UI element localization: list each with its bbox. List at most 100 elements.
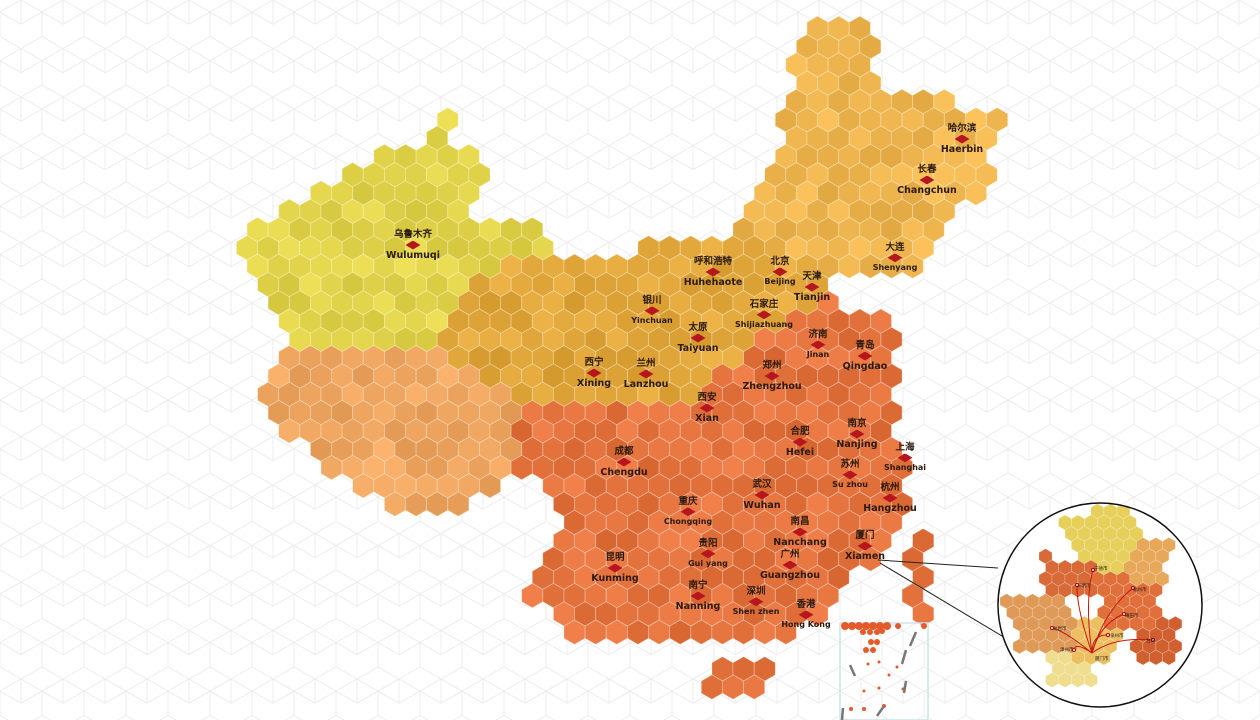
city-name-en: Haerbin: [940, 143, 984, 155]
city-marker-qingdao[interactable]: 青岛 Qingdao: [843, 341, 888, 371]
city-marker-kunming[interactable]: 昆明 Kunming: [591, 553, 638, 583]
city-name-en: Hangzhou: [863, 502, 917, 514]
city-marker-xiamen[interactable]: 厦门 Xiamen: [845, 531, 885, 561]
city-diamond-icon: [919, 175, 935, 185]
city-marker-shenzhen[interactable]: 深圳 Shen zhen: [733, 587, 780, 616]
city-marker-tianjin[interactable]: 天津 Tianjin: [794, 272, 830, 302]
city-name-zh: 西宁: [584, 357, 604, 368]
inset-label: 漳州市: [1060, 646, 1074, 653]
inset-city-dot: [1075, 583, 1079, 587]
city-marker-guiyang[interactable]: 贵阳 Gui yang: [688, 539, 728, 568]
inset-route-arc: [1091, 638, 1154, 654]
city-marker-dalian[interactable]: 大连 Shenyang: [873, 243, 918, 272]
city-diamond-icon: [857, 351, 873, 361]
city-diamond-icon: [690, 333, 706, 343]
city-marker-huhehaote[interactable]: 呼和浩特 Huhehaote: [684, 257, 743, 287]
city-marker-yinchuan[interactable]: 银川 Yinchuan: [631, 296, 672, 325]
city-diamond-icon: [857, 541, 873, 551]
city-name-en: Chengdu: [600, 466, 648, 478]
inset-hex-cell: [1084, 672, 1098, 688]
city-diamond-icon: [798, 610, 814, 620]
city-marker-nanchang[interactable]: 南昌 Nanchang: [773, 517, 827, 547]
city-marker-jinan[interactable]: 济南 Jinan: [807, 330, 830, 359]
city-name-en: Hefei: [785, 446, 815, 458]
city-diamond-icon: [607, 563, 623, 573]
inset-label: 龙岩市: [1053, 625, 1067, 632]
inset-city-dot: [1106, 633, 1110, 637]
city-name-en: Wulumuqi: [386, 249, 440, 261]
city-marker-hongkong[interactable]: 香港 Hong Kong: [781, 600, 830, 629]
city-marker-hangzhou[interactable]: 杭州 Hangzhou: [863, 483, 917, 513]
city-marker-nanjing[interactable]: 南京 Nanjing: [836, 419, 877, 449]
city-marker-beijing[interactable]: 北京 Beijing: [764, 257, 795, 286]
city-name-zh: 乌鲁木齐: [393, 229, 433, 240]
inset-label: 泉州市: [1110, 632, 1124, 639]
city-name-zh: 郑州: [762, 360, 782, 371]
mini-chart-dot: [848, 622, 856, 630]
city-name-en: Shanghai: [883, 462, 927, 472]
city-diamond-icon: [810, 340, 826, 350]
inset-label: 台湾: [1146, 637, 1155, 644]
mini-chart-dot: [863, 647, 869, 653]
city-diamond-icon: [644, 306, 660, 316]
city-marker-suzhou[interactable]: 苏州 Su zhou: [832, 460, 868, 489]
city-marker-zhengzhou[interactable]: 郑州 Zhengzhou: [742, 361, 801, 391]
city-marker-wulumuqi[interactable]: 乌鲁木齐 Wulumuqi: [386, 230, 440, 260]
city-name-zh: 武汉: [752, 479, 772, 490]
city-marker-shanghai[interactable]: 上海 Shanghai: [884, 443, 926, 472]
city-name-zh: 西安: [697, 392, 717, 403]
mini-chart-dot: [862, 689, 866, 693]
city-name-zh: 南京: [847, 418, 867, 429]
mini-chart-dot: [870, 647, 876, 653]
city-name-en: Hong Kong: [781, 619, 831, 629]
city-diamond-icon: [754, 490, 770, 500]
city-diamond-icon: [772, 267, 788, 277]
city-marker-chengdu[interactable]: 成都 Chengdu: [600, 447, 647, 477]
city-name-en: Nanning: [675, 600, 721, 612]
city-marker-xian[interactable]: 西安 Xian: [695, 393, 719, 423]
city-marker-guangzhou[interactable]: 广州 Guangzhou: [760, 550, 820, 580]
city-name-zh: 贵阳: [698, 537, 718, 549]
city-marker-hefei[interactable]: 合肥 Hefei: [786, 427, 814, 457]
city-marker-xining[interactable]: 西宁 Xining: [577, 358, 611, 388]
city-name-zh: 南昌: [790, 516, 810, 527]
city-diamond-icon: [699, 403, 715, 413]
city-name-zh: 深圳: [746, 585, 766, 597]
city-marker-shijiazhuang[interactable]: 石家庄 Shijiazhuang: [735, 300, 793, 329]
mini-chart-dot: [868, 639, 874, 645]
city-marker-chongqing[interactable]: 重庆 Chongqing: [664, 497, 712, 526]
mini-chart-dot: [867, 629, 873, 635]
inset-city-dot: [1151, 638, 1155, 642]
province-hexes: [236, 15, 1009, 700]
city-name-en: Guangzhou: [759, 569, 821, 581]
mini-chart-dot: [921, 623, 927, 629]
city-name-zh: 合肥: [790, 426, 810, 437]
inset-city-dot: [1072, 648, 1076, 652]
city-name-zh: 长春: [917, 164, 937, 175]
inset-label: 三明市: [1077, 582, 1091, 589]
city-diamond-icon: [405, 240, 421, 250]
inset-circle-border: [997, 502, 1203, 708]
city-name-zh: 太原: [688, 322, 708, 333]
city-marker-nanning[interactable]: 南宁 Nanning: [676, 581, 721, 611]
mini-chart-dot: [874, 639, 880, 645]
hex-cell-tibet: [447, 491, 470, 517]
city-name-zh: 重庆: [678, 495, 698, 507]
mini-chart-dot: [883, 622, 891, 630]
city-marker-wuhan[interactable]: 武汉 Wuhan: [743, 480, 780, 510]
mini-chart-dot: [895, 623, 901, 629]
mini-chart-dot: [877, 686, 881, 690]
city-diamond-icon: [882, 493, 898, 503]
city-name-en: Shijiazhuang: [735, 319, 793, 329]
fujian-inset: [997, 502, 1203, 708]
city-name-en: Zhengzhou: [742, 380, 802, 392]
city-name-en: Tianjin: [793, 291, 831, 303]
city-name-zh: 香港: [796, 598, 816, 610]
mini-chart-dot: [879, 628, 885, 634]
city-marker-taiyuan[interactable]: 太原 Taiyuan: [677, 323, 718, 353]
city-name-en: Chongqing: [663, 516, 713, 526]
city-marker-haerbin[interactable]: 哈尔滨 Haerbin: [941, 124, 983, 154]
city-marker-changchun[interactable]: 长春 Changchun: [897, 165, 957, 195]
city-marker-lanzhou[interactable]: 兰州 Lanzhou: [624, 359, 669, 389]
